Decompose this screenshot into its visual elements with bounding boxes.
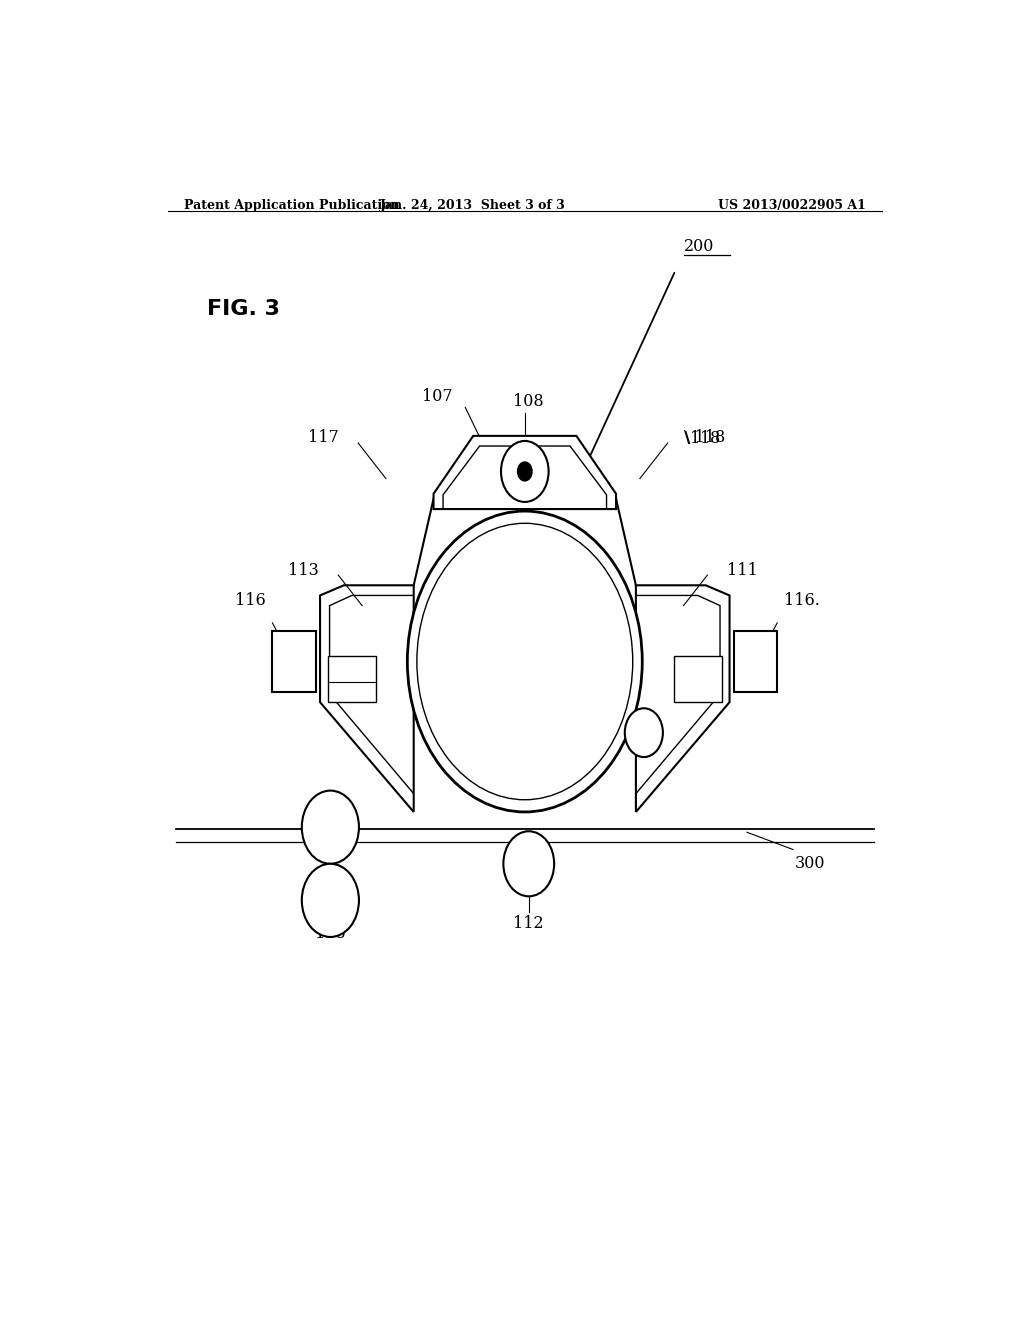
Text: 116: 116 — [236, 593, 266, 609]
Text: FIG. 3: FIG. 3 — [207, 298, 281, 318]
Polygon shape — [636, 585, 729, 812]
Circle shape — [302, 791, 359, 863]
Circle shape — [625, 709, 663, 758]
Bar — [272, 631, 316, 692]
Text: 107: 107 — [422, 388, 453, 405]
Circle shape — [501, 441, 549, 502]
Text: Jan. 24, 2013  Sheet 3 of 3: Jan. 24, 2013 Sheet 3 of 3 — [380, 199, 566, 213]
Bar — [328, 656, 376, 702]
Circle shape — [504, 832, 554, 896]
Text: 300: 300 — [795, 854, 825, 871]
Bar — [674, 656, 722, 702]
Circle shape — [408, 511, 642, 812]
Text: 115: 115 — [315, 925, 346, 941]
Text: $\backslash$118: $\backslash$118 — [684, 429, 721, 447]
Text: 200: 200 — [684, 238, 714, 255]
Bar — [733, 631, 777, 692]
Text: 117: 117 — [307, 429, 338, 446]
Text: Patent Application Publication: Patent Application Publication — [183, 199, 399, 213]
Circle shape — [517, 461, 532, 482]
Polygon shape — [321, 585, 414, 812]
Polygon shape — [433, 436, 616, 510]
Text: 116.: 116. — [783, 593, 819, 609]
Text: 108: 108 — [513, 393, 544, 411]
Text: US 2013/0022905 A1: US 2013/0022905 A1 — [718, 199, 866, 213]
Text: 113: 113 — [288, 561, 318, 578]
Text: 111: 111 — [727, 561, 758, 578]
Text: 112: 112 — [513, 915, 544, 932]
Text: \ 118: \ 118 — [684, 429, 725, 446]
Circle shape — [302, 863, 359, 937]
